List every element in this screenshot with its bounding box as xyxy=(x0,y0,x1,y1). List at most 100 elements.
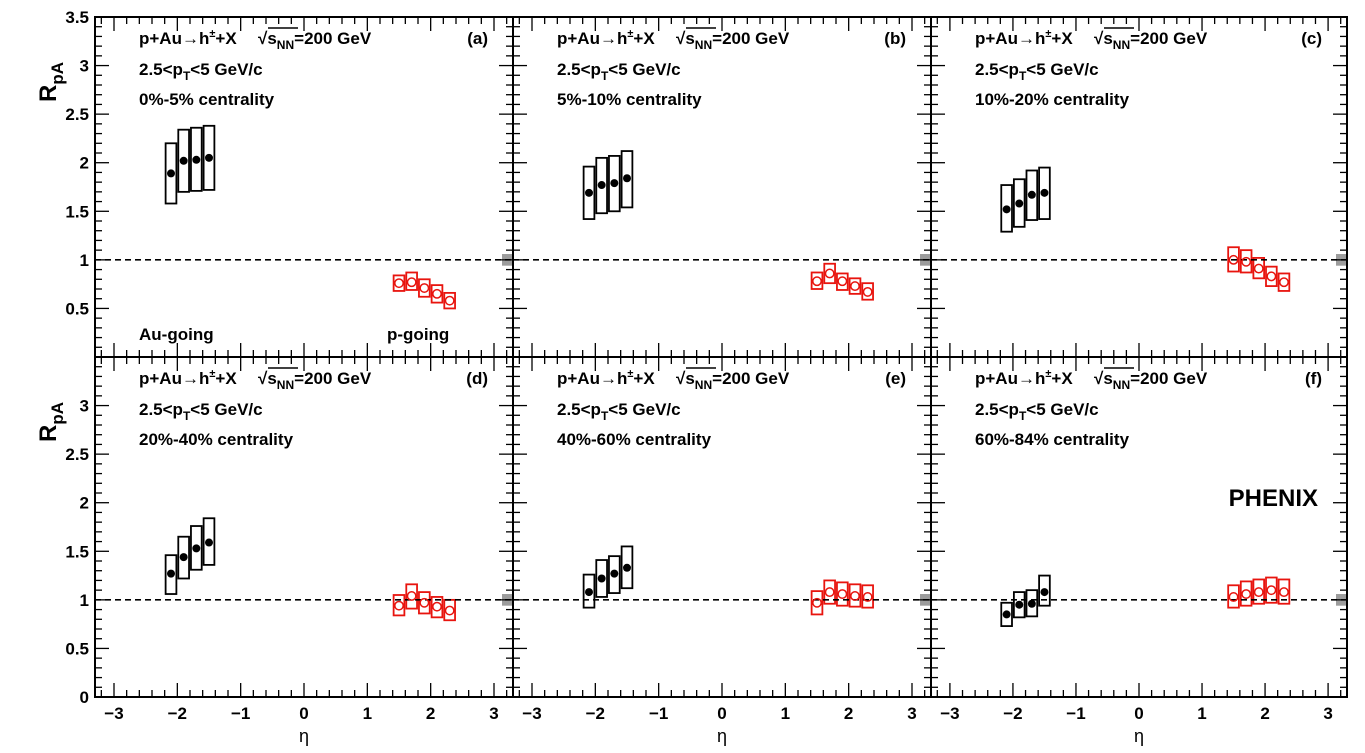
panel-f-au-going-point xyxy=(1002,610,1011,619)
panel-d-p-going-point xyxy=(419,597,430,608)
panel-d-p-going-point xyxy=(394,600,404,611)
panel-d-au-going-point xyxy=(192,544,201,553)
panel-a-au-going-sys-box xyxy=(202,124,216,191)
panel-f-au-going-sys-box xyxy=(1000,601,1013,627)
panel-d-au-going-sys-box xyxy=(177,535,190,580)
panel-c-au-going-point xyxy=(1015,199,1024,208)
panel-a-ytick-label: 0.5 xyxy=(65,299,89,318)
panel-b-p-going-sys-box xyxy=(848,277,862,295)
panel-a-au-going-sys-box xyxy=(164,142,178,205)
panel-f-xtick-label: 3 xyxy=(1323,704,1332,723)
panel-d-p-going-sys-box xyxy=(405,583,418,610)
panel-b-au-going-sys-box xyxy=(620,150,634,209)
panel-a-p-going-sys-box xyxy=(418,278,431,298)
panel-e-au-going-point xyxy=(585,588,593,597)
panel-f-au-going-point xyxy=(1015,600,1024,609)
panel-b-p-going-point xyxy=(862,286,873,297)
panel-a-p-going-point xyxy=(419,283,430,293)
panel-e-au-going-sys-box xyxy=(595,559,608,598)
panel-e-xtick-label: −2 xyxy=(586,704,605,723)
panel-b-p-going-point xyxy=(812,276,822,287)
panel-b-au-going-sys-box xyxy=(582,165,596,220)
panel-b-au-going-point xyxy=(623,174,631,183)
panel-d-energy-label: √sNN=200 GeV xyxy=(258,369,372,392)
panel-d-p-going-sys-box xyxy=(430,596,444,619)
panel-e-p-going-sys-box xyxy=(810,590,824,616)
panel-a-ytick-label: 3 xyxy=(80,57,89,76)
panel-d-p-going-point xyxy=(444,605,455,616)
panel-a-ytick-label: 1.5 xyxy=(65,202,89,221)
panel-f-au-going-sys-box xyxy=(1038,574,1051,607)
panel-e-xtick-label: 2 xyxy=(844,704,853,723)
panel-c-pt-label: 2.5<pT<5 GeV/c xyxy=(975,60,1099,83)
panel-c-au-going-sys-box xyxy=(1038,166,1051,220)
panel-c-energy-label: √sNN=200 GeV xyxy=(1094,29,1208,52)
panel-a-p-going-point xyxy=(394,278,404,289)
panel-a-process-label: p+Au→h±+X xyxy=(139,28,237,48)
panel-e-au-going-sys-box xyxy=(620,545,634,590)
x-axis-title-col-3: η xyxy=(1134,726,1144,746)
panel-a-p-going-point xyxy=(432,288,442,299)
panel-f-p-going-point xyxy=(1253,587,1264,598)
panel-d-ytick-label: 2 xyxy=(80,494,89,513)
panel-a-ytick-label: 2.5 xyxy=(65,105,89,124)
panel-d-pt-label: 2.5<pT<5 GeV/c xyxy=(139,400,263,423)
panel-c-p-going-sys-box xyxy=(1227,246,1240,273)
panel-c-p-going-point xyxy=(1279,277,1289,288)
panel-c-p-going-point xyxy=(1228,254,1239,265)
panel-e-au-going-point xyxy=(610,569,619,578)
panel-f-xtick-label: 1 xyxy=(1197,704,1206,723)
panel-b-letter: (b) xyxy=(884,29,906,48)
panel-b-au-going-point xyxy=(585,188,593,197)
panel-d-au-going-sys-box xyxy=(202,517,216,566)
panel-e-p-going-point xyxy=(850,591,860,601)
panel-c-p-going-sys-box xyxy=(1277,272,1291,292)
panel-e-au-going-point xyxy=(597,574,606,583)
panel-d-xtick-label: 1 xyxy=(363,704,372,723)
panel-d-ytick-label: 1.5 xyxy=(65,542,89,561)
panel-f-pt-label: 2.5<pT<5 GeV/c xyxy=(975,400,1099,423)
panel-e-p-going-sys-box xyxy=(823,579,836,605)
panel-c-au-going-point xyxy=(1027,190,1036,199)
panel-b-au-going-point xyxy=(610,179,619,188)
panel-a-au-going-point xyxy=(205,153,213,162)
panel-d-p-going-sys-box xyxy=(392,594,406,617)
panel-e-process-label: p+Au→h±+X xyxy=(557,368,655,388)
panel-c-au-going-sys-box xyxy=(1025,169,1039,221)
panel-d-process-label: p+Au→h±+X xyxy=(139,368,237,388)
panel-e-xtick-label: −1 xyxy=(649,704,668,723)
panel-a-au-going-point xyxy=(179,156,188,165)
panel-b-au-going-sys-box xyxy=(608,155,621,213)
panel-f-au-going-point xyxy=(1040,588,1049,597)
panel-e-pt-label: 2.5<pT<5 GeV/c xyxy=(557,400,681,423)
panel-e-p-going-point xyxy=(837,589,848,599)
panel-b-energy-label: √sNN=200 GeV xyxy=(676,29,790,52)
panel-d-centrality-label: 20%-40% centrality xyxy=(139,430,294,449)
panel-d-au-going-point xyxy=(167,569,175,578)
panel-f-p-going-sys-box xyxy=(1239,580,1253,607)
panel-f-p-going-point xyxy=(1241,589,1252,599)
panel-f-process-label: p+Au→h±+X xyxy=(975,368,1073,388)
panel-d-ytick-label: 0 xyxy=(80,688,89,707)
panel-f-au-going-sys-box xyxy=(1025,589,1039,618)
panel-c-au-going-point xyxy=(1002,205,1011,214)
panel-f-letter: (f) xyxy=(1305,369,1322,388)
panel-d-p-going-point xyxy=(406,591,417,601)
panel-d-xtick-label: 2 xyxy=(426,704,435,723)
panel-a-p-going-sys-box xyxy=(392,274,406,292)
panel-f-centrality-label: 60%-84% centrality xyxy=(975,430,1130,449)
panel-e-p-going-sys-box xyxy=(861,584,874,609)
panel-f-xtick-label: −1 xyxy=(1066,704,1085,723)
panel-e-p-going-sys-box xyxy=(848,583,862,608)
panel-e-p-going-sys-box xyxy=(836,581,849,607)
panel-e-xtick-label: −3 xyxy=(522,704,541,723)
panel-f-p-going-point xyxy=(1228,591,1239,602)
panel-a-au-going-sys-box xyxy=(190,126,203,192)
panel-b-p-going-sys-box xyxy=(823,262,836,285)
panel-e-letter: (e) xyxy=(885,369,906,388)
panel-a-p-going-sys-box xyxy=(405,271,418,291)
panel-f-au-going-point xyxy=(1027,599,1036,608)
x-axis-title-col-1: η xyxy=(299,726,309,746)
panel-b-pt-label: 2.5<pT<5 GeV/c xyxy=(557,60,681,83)
